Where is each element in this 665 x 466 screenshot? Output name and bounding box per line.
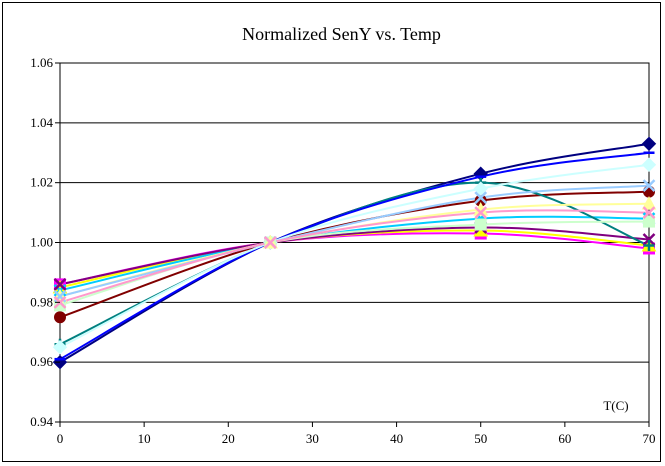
- x-tick-label: 10: [138, 431, 151, 446]
- data-point: [643, 215, 655, 228]
- x-tick-label: 30: [306, 431, 319, 446]
- y-tick-label: 1.02: [30, 175, 53, 190]
- series-line: [59, 226, 650, 286]
- series-layer: [59, 142, 650, 364]
- data-point: [643, 239, 655, 251]
- series-line: [59, 215, 650, 292]
- data-point: [53, 277, 67, 291]
- series-line: [59, 209, 650, 304]
- data-point: [263, 236, 277, 249]
- data-point: [641, 157, 657, 172]
- series-line: [59, 181, 650, 346]
- data-point: [473, 181, 488, 196]
- marker-layer: [52, 136, 657, 370]
- data-point: [642, 206, 656, 219]
- tick-layer: 0.94 0.96 0.98 1.00 1.02 1.04 1.06 0 10 20 30 40 50 6…: [30, 55, 655, 446]
- x-tick-label: 50: [474, 431, 487, 446]
- x-tick-label: 20: [222, 431, 235, 446]
- y-tick-label: 0.98: [30, 294, 53, 309]
- x-tick-label: 0: [57, 431, 64, 446]
- x-tick-label: 60: [558, 431, 571, 446]
- series-line: [59, 229, 650, 289]
- data-point: [54, 311, 66, 324]
- data-point: [52, 340, 68, 355]
- data-point: [474, 206, 488, 219]
- y-tick-label: 1.04: [30, 115, 53, 130]
- x-tick-label: 40: [390, 431, 403, 446]
- y-tick-label: 1.06: [30, 55, 53, 70]
- y-tick-label: 0.96: [30, 354, 53, 369]
- series-line: [59, 163, 650, 349]
- series-line: [59, 184, 650, 298]
- data-point: [641, 136, 657, 151]
- data-point: [641, 196, 657, 210]
- series-line: [59, 151, 650, 361]
- chart-title: Normalized SenY vs. Temp: [242, 24, 441, 44]
- data-point: [642, 233, 656, 246]
- data-point: [642, 179, 656, 193]
- data-point: [474, 218, 487, 231]
- y-tick-label: 1.00: [30, 235, 53, 250]
- x-tick-label: 70: [643, 431, 656, 446]
- data-point: [474, 191, 488, 205]
- x-axis-label: T(C): [603, 398, 628, 413]
- y-tick-label: 0.94: [30, 414, 53, 429]
